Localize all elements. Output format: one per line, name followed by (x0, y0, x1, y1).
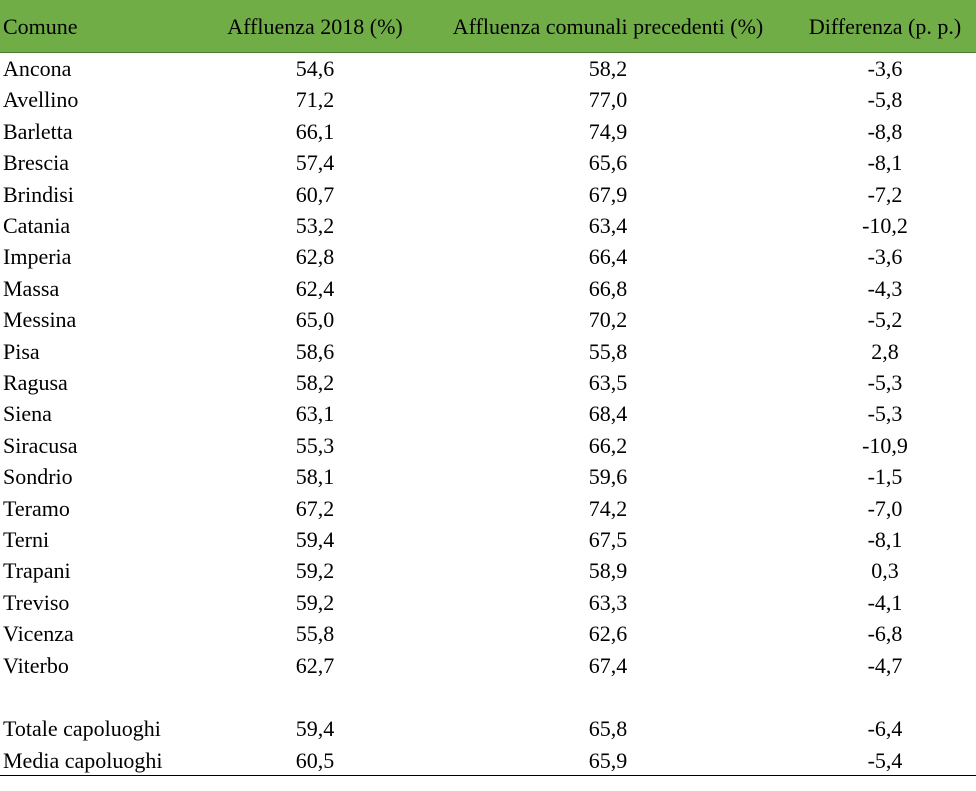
table-cell: -10,9 (862, 432, 908, 458)
table-cell: Massa (3, 275, 60, 301)
total-cell: 60,5 (295, 748, 335, 773)
table-cell: Ragusa (3, 370, 68, 395)
table-cell: 67,5 (588, 527, 628, 552)
table-cell: 60,7 (295, 181, 335, 207)
table-cell: Trapani (3, 558, 71, 584)
table-cell: 53,2 (295, 213, 335, 238)
table-cell: Treviso (3, 589, 70, 615)
table-cell: Barletta (3, 118, 73, 144)
table-cell: -3,6 (867, 244, 903, 270)
table-cell: -8,1 (867, 527, 903, 552)
table-cell: 55,8 (295, 621, 335, 647)
table-cell: -5,3 (867, 370, 903, 395)
header-cell: Affluenza comunali precedenti (%) (452, 14, 764, 39)
table-cell: -10,2 (862, 213, 908, 238)
table-cell: 62,7 (295, 652, 335, 678)
table-cell: -7,0 (867, 495, 903, 521)
table-cell: -4,1 (867, 589, 903, 615)
total-cell: 65,8 (588, 716, 628, 741)
header-cell: Differenza (p. p.) (808, 14, 962, 39)
table-cell: Brindisi (3, 181, 74, 207)
table-cell: 58,1 (295, 464, 335, 490)
table-cell: Avellino (3, 87, 79, 113)
table-cell: Teramo (3, 495, 70, 521)
table-cell: 65,6 (588, 150, 628, 176)
table-cell: -4,3 (867, 275, 903, 301)
table-cell: Ancona (3, 56, 72, 81)
table-cell: 62,8 (295, 244, 335, 270)
table-cell: -7,2 (867, 181, 903, 207)
table-cell: 74,2 (588, 495, 628, 521)
table-cell: 59,2 (295, 558, 335, 584)
table-cell: 63,1 (295, 401, 335, 427)
table-cell: 62,6 (588, 621, 628, 647)
table-cell: 57,4 (295, 150, 335, 176)
table-cell: 68,4 (588, 401, 628, 427)
table-cell: 67,4 (588, 652, 628, 678)
table-cell: Sondrio (3, 464, 73, 490)
table-cell: 58,9 (588, 558, 628, 584)
total-cell: Totale capoluoghi (3, 716, 161, 741)
table-cell: 58,2 (588, 56, 628, 81)
table-cell: Terni (3, 527, 50, 552)
table-cell: 74,9 (588, 118, 628, 144)
table-cell: 67,9 (588, 181, 628, 207)
table-cell: -8,1 (867, 150, 903, 176)
table-cell: 0,3 (871, 558, 899, 584)
table-cell: 71,2 (295, 87, 335, 113)
table-cell: 58,2 (295, 370, 335, 395)
table-cell: 66,4 (588, 244, 628, 270)
table-cell: 55,3 (295, 432, 335, 458)
table-cell: -5,3 (867, 401, 903, 427)
table-cell: 54,6 (295, 56, 335, 81)
table-cell: -4,7 (867, 652, 903, 678)
table-cell: 59,2 (295, 589, 335, 615)
total-cell: -5,4 (867, 748, 903, 773)
table-cell: 55,8 (588, 338, 628, 364)
total-cell: 59,4 (295, 716, 335, 741)
table-cell: -5,8 (867, 87, 903, 113)
table-cell: Viterbo (3, 652, 69, 678)
table-cell: 65,0 (295, 307, 335, 333)
table-cell: 58,6 (295, 338, 335, 364)
table-cell: 66,1 (295, 118, 335, 144)
table-cell: 67,2 (295, 495, 335, 521)
table-cell: 63,5 (588, 370, 628, 395)
header-band (0, 0, 976, 53)
table-cell: 66,2 (588, 432, 628, 458)
table-cell: 63,4 (588, 213, 628, 238)
table-cell: 62,4 (295, 275, 335, 301)
table-cell: Siracusa (3, 432, 78, 458)
header-cell: Affluenza 2018 (%) (227, 14, 403, 39)
table-cell: -1,5 (867, 464, 903, 490)
table-cell: Brescia (3, 150, 69, 176)
table-cell: Messina (3, 307, 77, 333)
table-cell: Catania (3, 213, 71, 238)
header-cell: Comune (3, 14, 78, 39)
table-cell: 63,3 (588, 589, 628, 615)
table-cell: 59,4 (295, 527, 335, 552)
table-cell: -8,8 (867, 118, 903, 144)
total-cell: Media capoluoghi (3, 748, 163, 773)
table-cell: Pisa (3, 338, 40, 364)
table-cell: Vicenza (3, 621, 74, 647)
table-cell: 66,8 (588, 275, 628, 301)
table-cell: Imperia (3, 244, 72, 270)
bottom-rule (0, 775, 976, 776)
table-cell: 77,0 (588, 87, 628, 113)
table-cell: -6,8 (867, 621, 903, 647)
table-cell: 70,2 (588, 307, 628, 333)
table-cell: -5,2 (867, 307, 903, 333)
total-cell: 65,9 (588, 748, 628, 773)
table-cell: Siena (3, 401, 52, 427)
total-cell: -6,4 (867, 716, 903, 741)
table-cell: 2,8 (871, 338, 899, 364)
table-cell: 59,6 (588, 464, 628, 490)
table-cell: -3,6 (867, 56, 903, 81)
